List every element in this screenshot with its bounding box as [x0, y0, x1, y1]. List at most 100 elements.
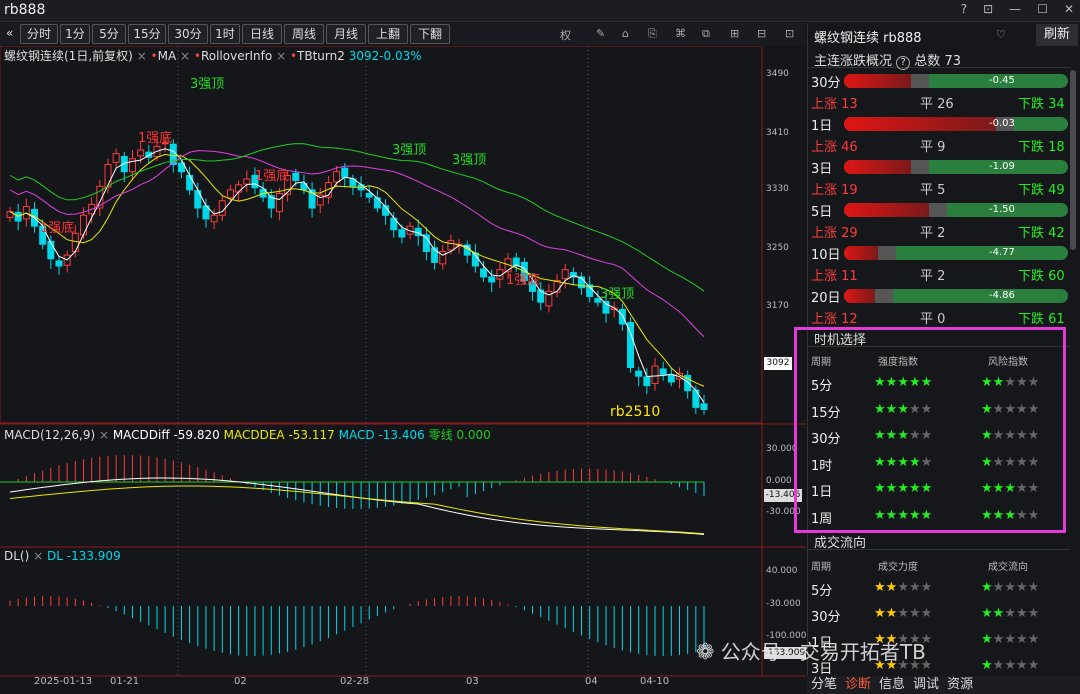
table-period: 5分	[811, 584, 833, 599]
candle-body	[373, 197, 381, 209]
ma-line-15	[9, 150, 705, 338]
strength-stars: ★★★★★	[874, 658, 933, 673]
tool-icon-4[interactable]: ⌘	[675, 27, 686, 40]
tab-2[interactable]: 信息	[879, 677, 906, 692]
candle-body	[333, 171, 341, 183]
candle-body	[447, 240, 455, 251]
down-count: 下跌 60	[1018, 269, 1065, 284]
date-tick: 2025-01-13	[34, 676, 93, 687]
candle-body	[594, 298, 602, 303]
candle-body	[275, 193, 283, 213]
flat-count: 平 2	[920, 269, 946, 284]
overview-value: -0.45	[989, 75, 1015, 86]
expand-icon[interactable]: «	[6, 26, 14, 40]
candle-body	[480, 268, 488, 278]
tab-3[interactable]: 调试	[913, 677, 940, 692]
flat-count: 平 9	[920, 140, 946, 155]
tool-icon-6[interactable]: ⊞	[730, 27, 740, 40]
favorite-icon[interactable]: ♡	[996, 28, 1006, 41]
period-button-5[interactable]: 1时	[210, 24, 240, 44]
signal-label: 1强底	[40, 220, 74, 236]
candle-body	[308, 189, 316, 209]
table-period: 1日	[811, 485, 833, 500]
candle-body	[512, 257, 520, 267]
candle-body	[365, 193, 373, 198]
period-button-7[interactable]: 周线	[284, 24, 324, 44]
period-button-9[interactable]: 上翻	[368, 24, 408, 44]
date-tick: 04	[585, 676, 598, 687]
candle-body	[635, 370, 643, 377]
candle-body	[71, 232, 79, 252]
table-period: 30分	[811, 432, 841, 447]
risk-stars: ★★★★★	[981, 507, 1040, 523]
risk-stars: ★★★★★	[981, 481, 1040, 496]
close-icon[interactable]: ✕	[1063, 2, 1074, 16]
main-panel-frame	[0, 46, 763, 424]
tool-icon-0[interactable]: 权	[560, 29, 571, 42]
macd-tick: 30.000	[766, 444, 798, 454]
table-period: 1周	[811, 511, 833, 527]
candle-body	[692, 389, 700, 408]
overview-bar-gray	[875, 289, 894, 303]
tab-0[interactable]: 分笔	[811, 677, 838, 692]
period-button-10[interactable]: 下翻	[410, 24, 450, 44]
strength-stars: ★★★★★	[874, 375, 933, 390]
candle-body	[235, 184, 243, 193]
period-button-4[interactable]: 30分	[168, 24, 208, 44]
candle-body	[79, 214, 87, 236]
strength-stars: ★★★★★	[874, 428, 933, 443]
tool-icon-5[interactable]: ⧉	[702, 27, 710, 40]
tool-icon-2[interactable]: ⌂	[622, 27, 629, 40]
minimize-icon[interactable]: —	[1009, 2, 1022, 16]
table-header: 周期	[811, 562, 831, 573]
table-period: 5分	[811, 379, 833, 394]
window-controls: ? ⊡ — ☐ ✕	[961, 2, 1074, 16]
candle-body	[177, 162, 185, 173]
up-count: 上涨 11	[811, 269, 858, 284]
price-tick: 3250	[766, 243, 789, 253]
candle-body	[284, 174, 292, 195]
pin-icon[interactable]: ⊡	[983, 2, 994, 16]
overview-period: 30分	[811, 76, 841, 91]
chart-title: 螺纹钢连续(1日,前复权)	[4, 49, 133, 63]
candle-body	[627, 322, 635, 368]
scrollbar[interactable]	[1070, 70, 1076, 250]
ma-label: MA	[157, 49, 177, 63]
period-button-1[interactable]: 1分	[60, 24, 90, 44]
refresh-button[interactable]: 刷新	[1036, 24, 1078, 46]
period-button-2[interactable]: 5分	[92, 24, 126, 44]
period-button-0[interactable]: 分时	[20, 24, 58, 44]
candle-body	[537, 289, 545, 303]
overview-bar-gray	[996, 117, 1015, 131]
tool-icon-7[interactable]: ⊟	[757, 27, 767, 40]
maximize-icon[interactable]: ☐	[1037, 2, 1048, 16]
overview-value: -4.77	[989, 247, 1015, 258]
risk-stars: ★★★★★	[981, 375, 1040, 390]
period-button-6[interactable]: 日线	[242, 24, 282, 44]
tab-1[interactable]: 诊断	[845, 677, 872, 692]
candle-body	[47, 240, 55, 260]
candle-body	[578, 276, 586, 289]
tool-icon-8[interactable]: ⊡	[785, 27, 795, 40]
down-count: 下跌 42	[1018, 226, 1065, 241]
period-button-3[interactable]: 15分	[128, 24, 166, 44]
timing-title: 时机选择	[808, 329, 1070, 348]
period-button-8[interactable]: 月线	[326, 24, 366, 44]
help-icon[interactable]: ?	[960, 2, 968, 16]
tool-icon-1[interactable]: ✎	[596, 27, 606, 40]
flat-count: 平 2	[920, 226, 946, 241]
candlestick-chart[interactable]: 3强顶 1强底 1强底 1强底 3强顶 3强顶 1强底 3强顶 rb2510	[0, 46, 806, 694]
up-count: 上涨 29	[811, 226, 858, 241]
help-circle-icon[interactable]: ?	[896, 56, 911, 70]
overview-bar-gray	[911, 74, 930, 88]
overview-value: -1.50	[989, 204, 1015, 215]
symbol-name: 螺纹钢连续 rb888	[814, 31, 922, 46]
strength-stars: ★★★★★	[874, 580, 933, 595]
tool-icon-3[interactable]: ⎘	[648, 27, 657, 40]
overview-period: 3日	[811, 162, 833, 177]
tab-4[interactable]: 资源	[947, 677, 974, 692]
side-panel: 螺纹钢连续 rb888 ♡ 刷新 主连涨跌概况 ? 总数 73 30分 -0.45…	[807, 23, 1080, 694]
dl-tick: -30.000	[766, 599, 801, 609]
candle-body	[439, 251, 447, 265]
